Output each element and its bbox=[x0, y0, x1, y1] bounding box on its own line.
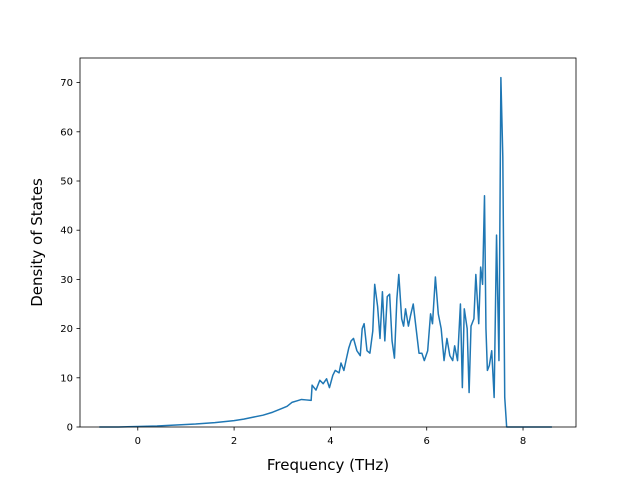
x-axis-ticks: 0 2 4 6 8 bbox=[135, 427, 526, 447]
x-tick-label: 6 bbox=[424, 436, 430, 447]
y-tick-label: 0 bbox=[67, 423, 73, 434]
plot-frame bbox=[79, 57, 577, 428]
y-tick-label: 50 bbox=[60, 177, 73, 188]
y-tick-label: 20 bbox=[60, 324, 73, 335]
y-tick-label: 10 bbox=[60, 373, 73, 384]
x-tick-label: 8 bbox=[520, 436, 526, 447]
x-axis-label: Frequency (THz) bbox=[267, 456, 389, 474]
x-tick-label: 4 bbox=[327, 436, 333, 447]
x-tick-label: 2 bbox=[231, 436, 237, 447]
y-tick-label: 70 bbox=[60, 78, 73, 89]
dos-series-line bbox=[99, 76, 552, 428]
y-tick-label: 40 bbox=[60, 226, 73, 237]
y-tick-label: 30 bbox=[60, 275, 73, 286]
y-axis-label: Density of States bbox=[28, 178, 46, 307]
plot-background bbox=[80, 58, 576, 427]
x-tick-label: 0 bbox=[135, 436, 141, 447]
y-tick-label: 60 bbox=[60, 127, 73, 138]
y-axis-ticks: 0 10 20 30 40 50 60 70 bbox=[60, 78, 80, 434]
